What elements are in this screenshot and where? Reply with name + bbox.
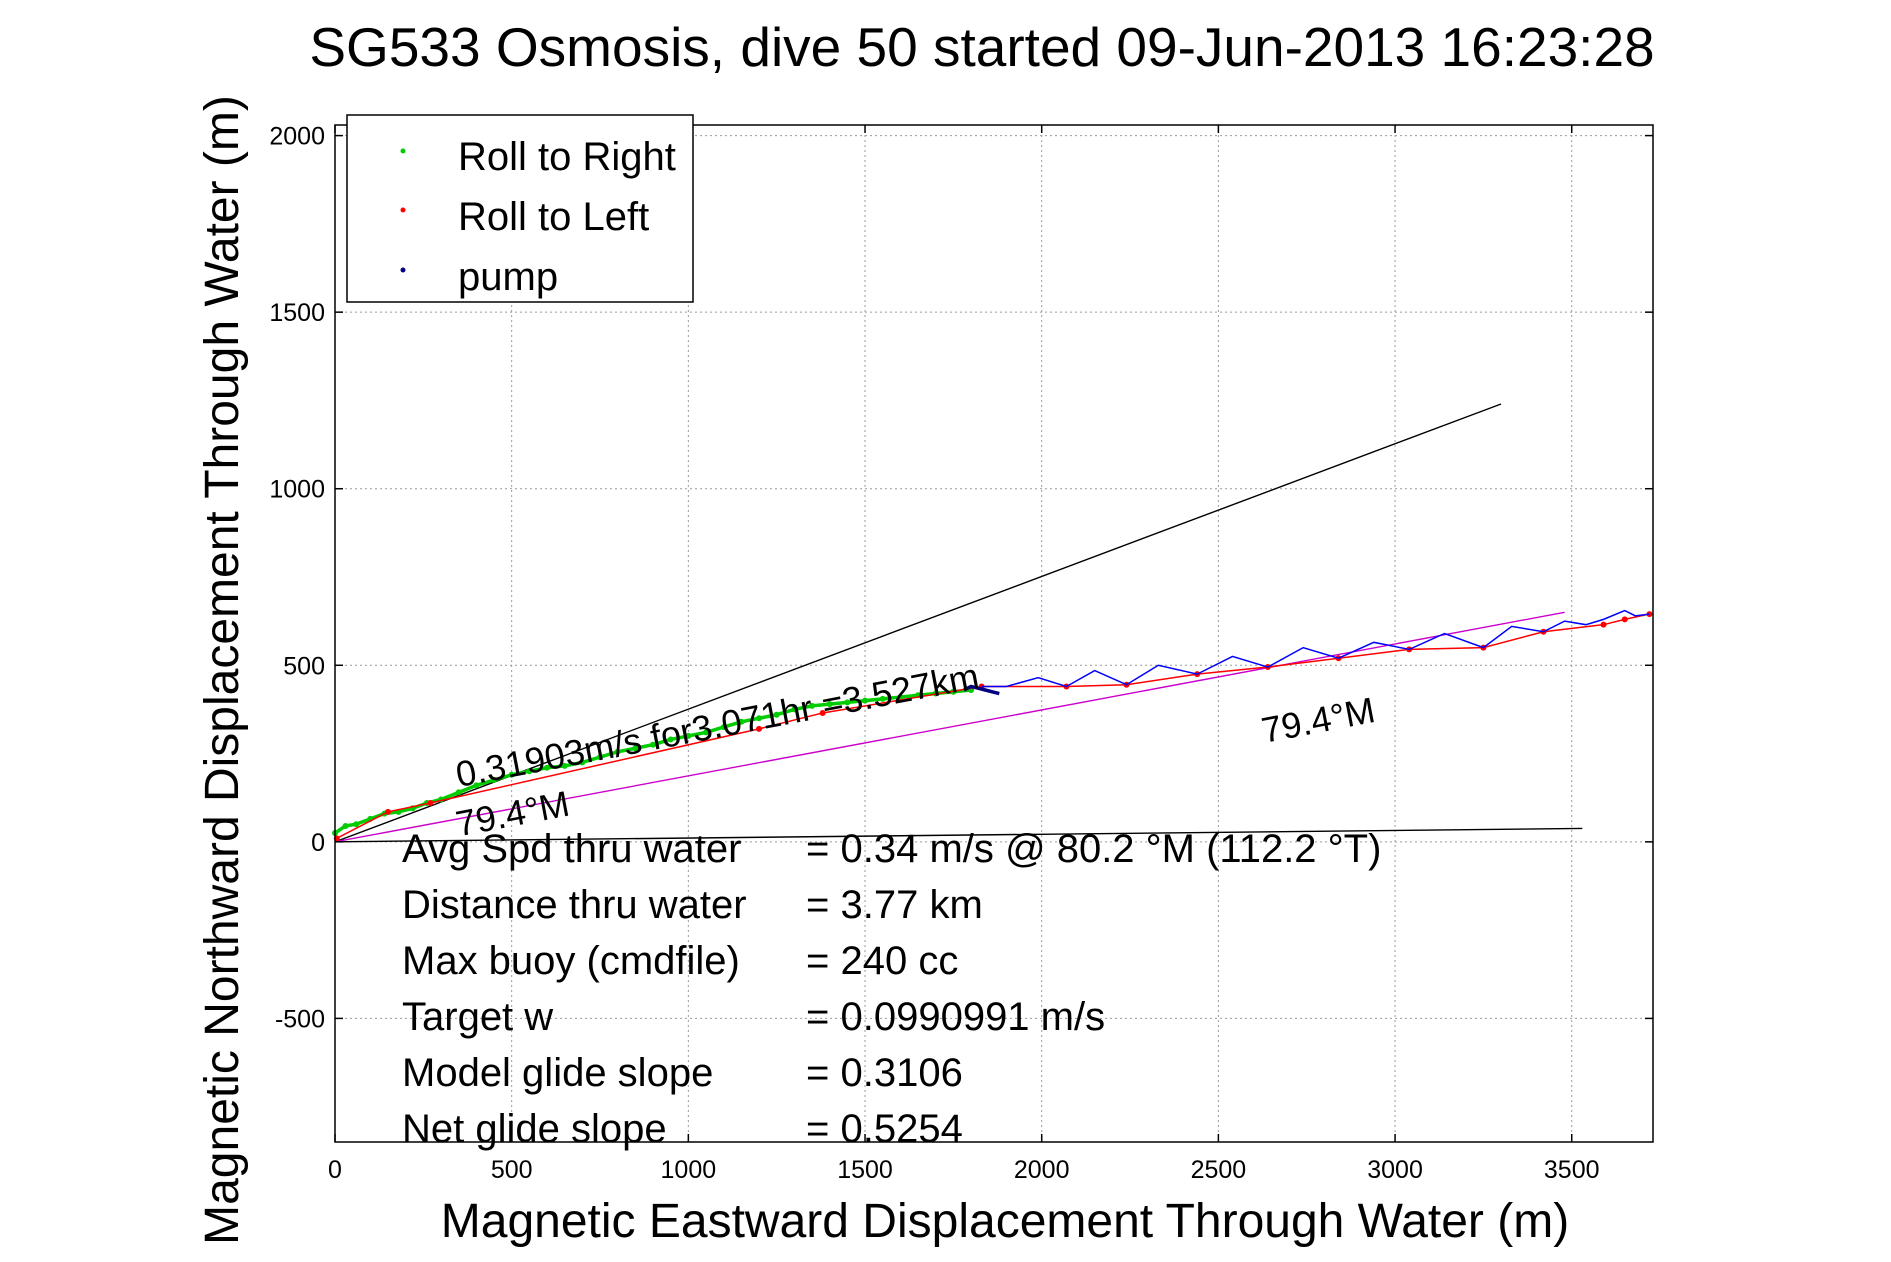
data-point bbox=[353, 821, 360, 828]
data-point bbox=[597, 754, 604, 761]
ticks: 0 500 1000 1500 2000 2500 3000 3500 -500 0 500 1000… bbox=[269, 123, 1653, 1184]
data-point bbox=[720, 724, 727, 731]
data-point bbox=[819, 709, 826, 716]
data-point bbox=[809, 702, 816, 709]
legend-marker-roll-right bbox=[400, 148, 406, 154]
x-tick-label: 1000 bbox=[661, 1156, 717, 1184]
info-value: = 240 cc bbox=[806, 939, 958, 983]
x-tick-label: 0 bbox=[328, 1156, 342, 1184]
data-point bbox=[738, 718, 745, 725]
y-tick-label: -500 bbox=[275, 1005, 325, 1033]
info-table: Avg Spd thru water = 0.34 m/s @ 80.2 °M (… bbox=[402, 827, 1381, 1151]
reference-line bbox=[334, 827, 1583, 843]
data-point bbox=[342, 822, 349, 829]
info-value: = 0.5254 bbox=[806, 1107, 963, 1151]
data-point bbox=[473, 782, 480, 789]
data-point bbox=[650, 741, 657, 748]
data-point bbox=[791, 706, 798, 713]
data-point bbox=[897, 694, 904, 701]
series-line bbox=[963, 684, 1000, 696]
legend-marker-roll-left bbox=[400, 207, 406, 213]
y-tick-label: 500 bbox=[283, 652, 325, 680]
data-point bbox=[491, 777, 498, 784]
reference-line bbox=[334, 611, 1565, 843]
data-point bbox=[561, 762, 568, 769]
data-point bbox=[879, 695, 886, 702]
info-value: = 0.34 m/s @ 80.2 °M (112.2 °T) bbox=[806, 827, 1381, 871]
info-label: Net glide slope bbox=[402, 1107, 667, 1151]
y-axis-label: Magnetic Northward Displacement Through … bbox=[196, 95, 249, 1245]
data-point bbox=[826, 701, 833, 708]
info-value: = 0.0990991 m/s bbox=[806, 995, 1105, 1039]
data-point bbox=[526, 768, 533, 775]
info-label: Distance thru water bbox=[402, 883, 747, 927]
data-point bbox=[703, 729, 710, 736]
data-point bbox=[667, 736, 674, 743]
x-tick-label: 3500 bbox=[1544, 1156, 1600, 1184]
y-tick-label: 2000 bbox=[269, 123, 325, 151]
series-line bbox=[981, 609, 1650, 688]
data-point bbox=[756, 725, 763, 732]
data-point bbox=[427, 800, 434, 806]
data-point bbox=[385, 808, 392, 815]
x-tick-label: 1500 bbox=[837, 1156, 893, 1184]
data-point bbox=[862, 697, 869, 704]
legend-label-roll-right: Roll to Right bbox=[458, 135, 676, 179]
x-tick-label: 2500 bbox=[1191, 1156, 1247, 1184]
plot-frame bbox=[334, 124, 1654, 1143]
data-point bbox=[685, 732, 692, 739]
data-point bbox=[756, 715, 763, 722]
info-label: Max buoy (cmdfile) bbox=[402, 939, 740, 983]
data-point bbox=[455, 789, 462, 796]
x-tick-label: 3000 bbox=[1367, 1156, 1423, 1184]
y-tick-label: 1500 bbox=[269, 299, 325, 327]
y-tick-label: 1000 bbox=[269, 476, 325, 504]
x-tick-label: 2000 bbox=[1014, 1156, 1070, 1184]
data-point bbox=[632, 745, 639, 752]
data-point bbox=[614, 748, 621, 755]
data-point bbox=[1621, 616, 1628, 623]
legend-label-pump: pump bbox=[458, 255, 558, 299]
info-value: = 0.3106 bbox=[806, 1051, 963, 1095]
chart-title: SG533 Osmosis, dive 50 started 09-Jun-20… bbox=[309, 16, 1654, 78]
data-point bbox=[508, 771, 515, 778]
y-tick-label: 0 bbox=[311, 829, 325, 857]
info-label: Target w bbox=[402, 995, 553, 1039]
data-point bbox=[1600, 621, 1607, 628]
legend-label-roll-left: Roll to Left bbox=[458, 195, 649, 239]
data-point bbox=[844, 699, 851, 706]
info-label: Model glide slope bbox=[402, 1051, 713, 1095]
x-axis-label: Magnetic Eastward Displacement Through W… bbox=[441, 1195, 1569, 1248]
data-point bbox=[579, 759, 586, 766]
info-label: Avg Spd thru water bbox=[402, 827, 741, 871]
info-value: = 3.77 km bbox=[806, 883, 983, 927]
x-tick-label: 500 bbox=[491, 1156, 533, 1184]
data-point bbox=[773, 711, 780, 718]
series-group bbox=[332, 609, 1653, 842]
legend-marker-pump bbox=[400, 267, 406, 273]
data-point bbox=[544, 764, 551, 771]
legend: Roll to Right Roll to Left pump bbox=[346, 114, 694, 303]
